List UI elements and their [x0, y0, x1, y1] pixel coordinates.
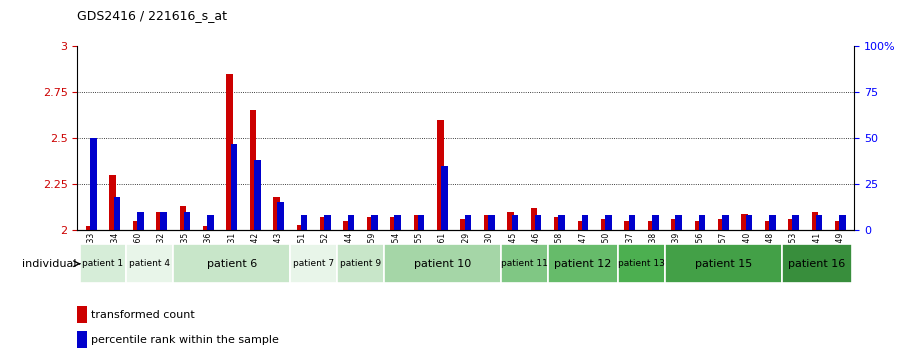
- Bar: [384, 244, 501, 283]
- Bar: [718, 219, 724, 230]
- Bar: [558, 215, 564, 230]
- Bar: [320, 217, 326, 230]
- Bar: [207, 215, 214, 230]
- Bar: [618, 244, 664, 283]
- Bar: [652, 215, 658, 230]
- Bar: [694, 221, 701, 230]
- Bar: [114, 197, 120, 230]
- Bar: [437, 120, 444, 230]
- Text: patient 1: patient 1: [83, 259, 124, 268]
- Bar: [742, 213, 748, 230]
- Bar: [367, 217, 374, 230]
- Bar: [671, 219, 678, 230]
- Bar: [80, 244, 126, 283]
- Text: patient 4: patient 4: [129, 259, 170, 268]
- Bar: [769, 215, 775, 230]
- Bar: [812, 212, 818, 230]
- Bar: [254, 160, 261, 230]
- Bar: [484, 215, 491, 230]
- Bar: [414, 215, 420, 230]
- Bar: [507, 212, 514, 230]
- Bar: [395, 215, 401, 230]
- Bar: [290, 244, 337, 283]
- Bar: [548, 244, 618, 283]
- Bar: [722, 215, 729, 230]
- Text: patient 9: patient 9: [340, 259, 381, 268]
- Bar: [699, 215, 705, 230]
- Bar: [371, 215, 377, 230]
- Text: patient 6: patient 6: [206, 259, 257, 269]
- Text: patient 12: patient 12: [554, 259, 612, 269]
- Bar: [648, 221, 654, 230]
- Bar: [133, 221, 139, 230]
- Bar: [203, 227, 210, 230]
- Bar: [782, 244, 852, 283]
- Bar: [77, 331, 87, 348]
- Text: patient 7: patient 7: [293, 259, 335, 268]
- Bar: [793, 215, 799, 230]
- Bar: [156, 212, 163, 230]
- Bar: [344, 221, 350, 230]
- Text: patient 13: patient 13: [618, 259, 664, 268]
- Bar: [664, 244, 782, 283]
- Bar: [628, 215, 635, 230]
- Bar: [788, 219, 794, 230]
- Bar: [137, 212, 144, 230]
- Bar: [441, 166, 448, 230]
- Text: transformed count: transformed count: [91, 310, 195, 320]
- Bar: [675, 215, 682, 230]
- Bar: [126, 244, 174, 283]
- Text: patient 10: patient 10: [414, 259, 471, 269]
- Text: GDS2416 / 221616_s_at: GDS2416 / 221616_s_at: [77, 9, 227, 22]
- Bar: [512, 215, 518, 230]
- Bar: [816, 215, 823, 230]
- Bar: [531, 208, 537, 230]
- Bar: [160, 212, 167, 230]
- Text: patient 11: patient 11: [501, 259, 548, 268]
- Bar: [301, 215, 307, 230]
- Bar: [501, 244, 548, 283]
- Bar: [174, 244, 290, 283]
- Bar: [582, 215, 588, 230]
- Bar: [180, 206, 186, 230]
- Bar: [347, 215, 355, 230]
- Bar: [337, 244, 384, 283]
- Bar: [601, 219, 607, 230]
- Bar: [461, 219, 467, 230]
- Bar: [296, 224, 304, 230]
- Bar: [109, 175, 115, 230]
- Text: individual: individual: [23, 259, 76, 269]
- Bar: [745, 215, 752, 230]
- Bar: [488, 215, 494, 230]
- Bar: [835, 221, 842, 230]
- Bar: [554, 217, 561, 230]
- Bar: [90, 138, 96, 230]
- Bar: [325, 215, 331, 230]
- Bar: [77, 306, 87, 323]
- Bar: [184, 212, 190, 230]
- Bar: [418, 215, 425, 230]
- Bar: [277, 202, 284, 230]
- Bar: [624, 221, 631, 230]
- Bar: [605, 215, 612, 230]
- Bar: [86, 227, 93, 230]
- Text: percentile rank within the sample: percentile rank within the sample: [91, 335, 279, 344]
- Bar: [250, 110, 256, 230]
- Bar: [764, 221, 772, 230]
- Text: patient 16: patient 16: [788, 259, 845, 269]
- Bar: [464, 215, 471, 230]
- Bar: [226, 74, 233, 230]
- Bar: [839, 215, 845, 230]
- Bar: [231, 144, 237, 230]
- Bar: [534, 215, 542, 230]
- Text: patient 15: patient 15: [694, 259, 752, 269]
- Bar: [274, 197, 280, 230]
- Bar: [390, 217, 397, 230]
- Bar: [577, 221, 584, 230]
